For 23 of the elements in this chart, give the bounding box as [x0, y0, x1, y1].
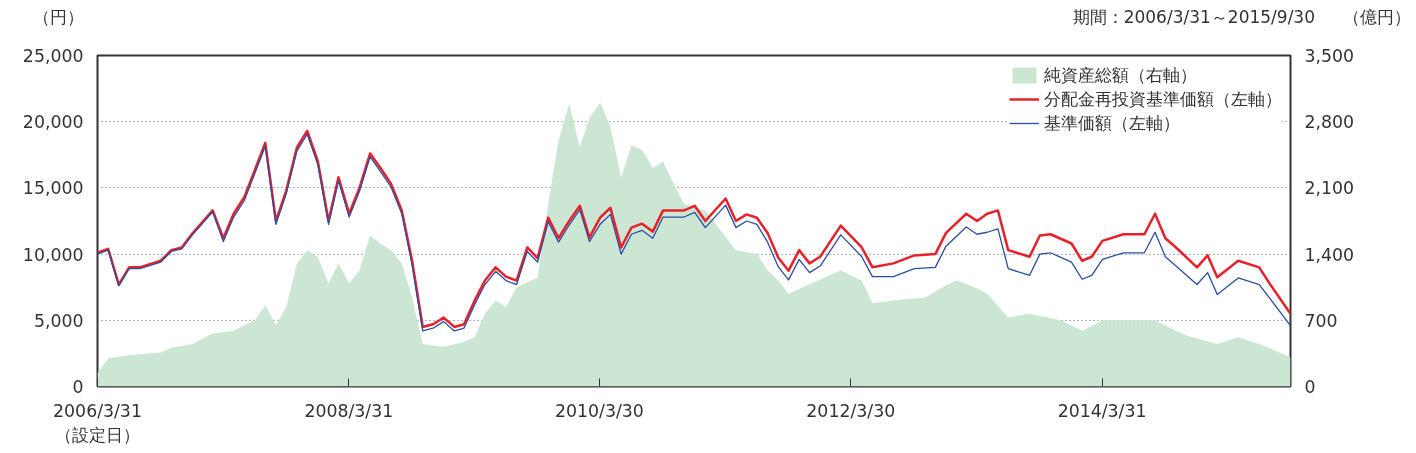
y2-tick-label: 1,400 [1304, 244, 1355, 265]
y2-tick-label: 0 [1304, 377, 1316, 397]
x-tick-label: 2008/3/31 [304, 400, 394, 421]
x-tick-label: 2010/3/30 [555, 400, 644, 421]
y-tick-label: 20,000 [22, 112, 84, 133]
y2-tick-label: 2,100 [1304, 178, 1355, 199]
x-tick-label: 2006/3/31 （設定日） [53, 400, 142, 445]
legend-label: 分配金再投資基準価額（左軸） [1044, 88, 1282, 111]
legend-label: 基準価額（左軸） [1044, 112, 1180, 135]
y2-tick-label: 2,800 [1304, 112, 1355, 133]
y-tick-label: 10,000 [22, 244, 84, 265]
y-tick-label: 5,000 [33, 310, 84, 331]
y-axis-title: （円） [33, 6, 84, 29]
y2-tick-label: 700 [1304, 310, 1338, 331]
y2-tick-label: 3,500 [1304, 46, 1355, 66]
text: 期間：2006/3/31～2015/9/30 [1072, 6, 1315, 29]
x-tick-label: 2014/3/31 [1057, 400, 1147, 421]
y-tick-label: 15,000 [22, 178, 84, 199]
y2-axis-title: （億円） [1343, 6, 1411, 29]
x-tick-label: 2012/3/30 [806, 400, 896, 421]
y-tick-label: 0 [72, 377, 84, 397]
y-tick-label: 25,000 [22, 46, 84, 66]
legend-label: 純資産総額（右軸） [1044, 64, 1197, 87]
